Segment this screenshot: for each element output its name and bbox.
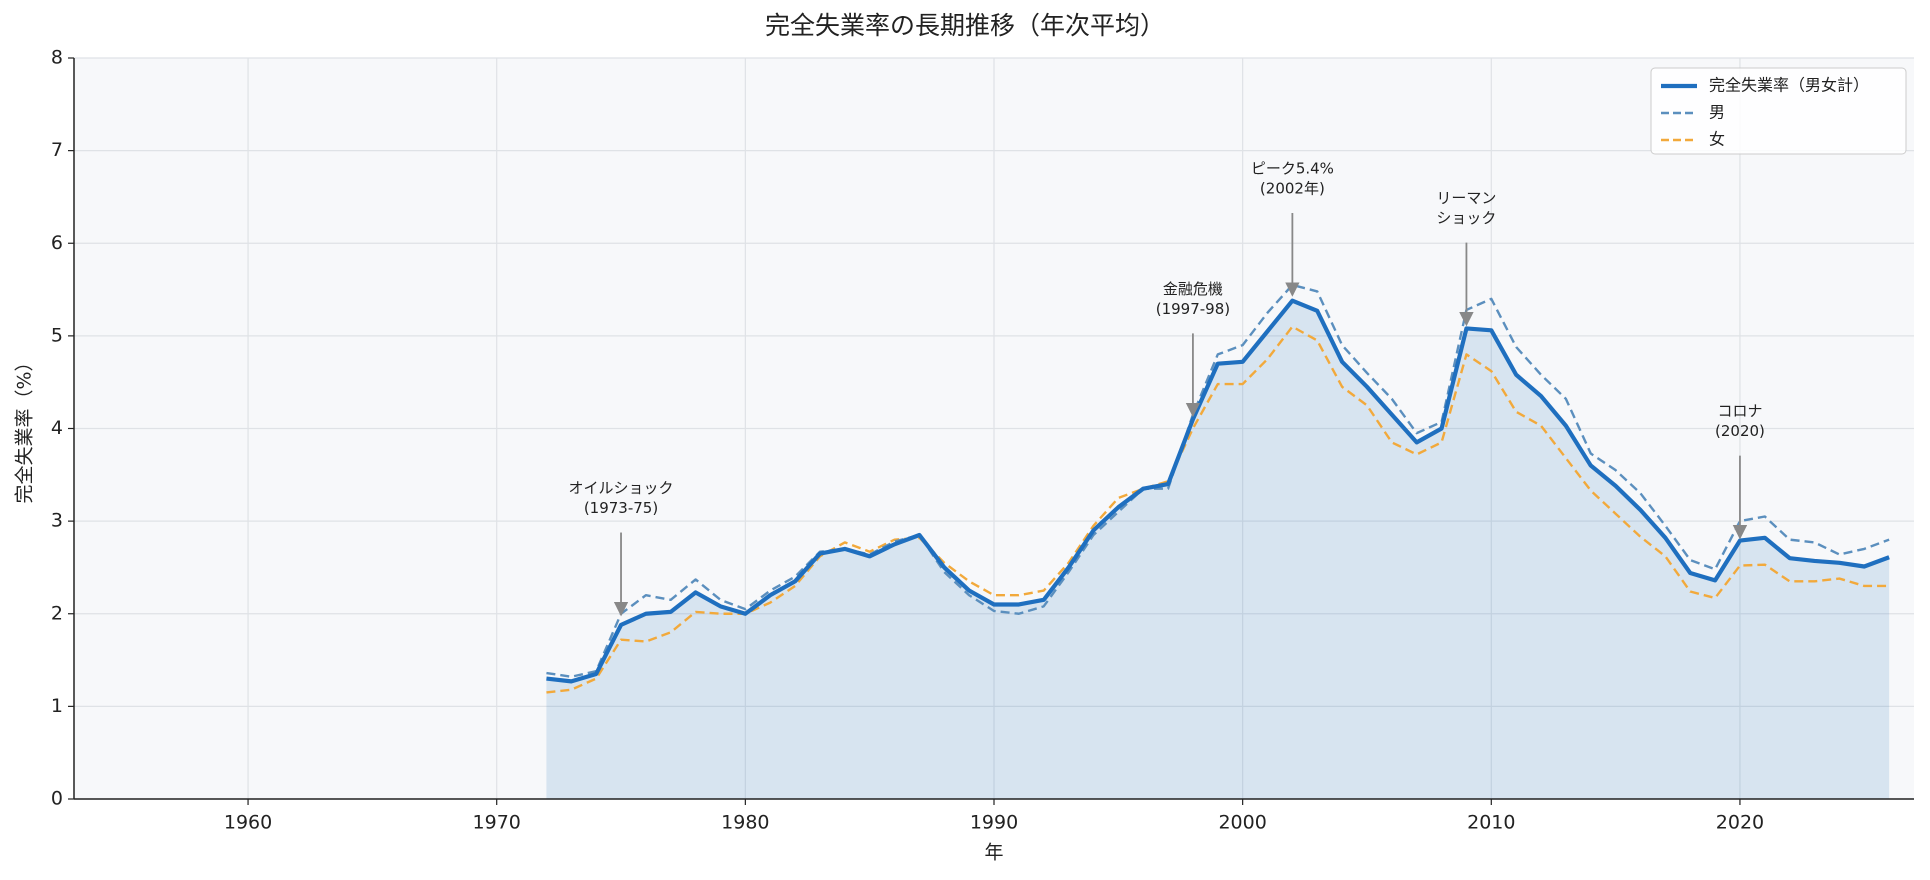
chart-title: 完全失業率の長期推移（年次平均） <box>765 11 1165 40</box>
annotation-text: (1973-75) <box>584 499 658 517</box>
y-tick-label: 3 <box>51 510 63 532</box>
x-tick-label: 1960 <box>224 812 272 834</box>
x-axis-label: 年 <box>984 842 1003 864</box>
y-tick-label: 6 <box>51 232 63 254</box>
y-tick-label: 7 <box>51 139 63 161</box>
annotation-text: (1997-98) <box>1156 300 1230 318</box>
annotation-text: ショック <box>1436 209 1496 227</box>
annotation-text: 金融危機 <box>1163 280 1223 298</box>
annotation-text: (2020) <box>1715 422 1765 440</box>
line <box>546 283 1890 678</box>
annotation-text: ピーク5.4% <box>1251 159 1334 177</box>
area <box>546 300 1890 799</box>
annotation-text: コロナ <box>1717 402 1762 420</box>
annotation-text: (2002年) <box>1260 179 1325 197</box>
line <box>546 325 1890 694</box>
legend-label: 女 <box>1709 130 1725 149</box>
x-tick-label: 1990 <box>970 812 1018 834</box>
legend-label: 男 <box>1709 103 1725 122</box>
legend-box <box>1650 67 1907 155</box>
y-tick-label: 5 <box>51 324 63 346</box>
x-tick-label: 1980 <box>721 812 769 834</box>
y-tick-label: 8 <box>51 47 63 69</box>
y-axis-label: 完全失業率（%） <box>14 352 36 503</box>
x-tick-label: 2020 <box>1716 812 1764 834</box>
annotation-text: リーマン <box>1436 189 1496 207</box>
annotation-text: オイルショック <box>569 479 674 497</box>
x-tick-label: 2010 <box>1467 812 1515 834</box>
legend-label: 完全失業率（男女計） <box>1709 76 1869 95</box>
x-tick-label: 1970 <box>473 812 521 834</box>
y-tick-label: 2 <box>51 602 63 624</box>
y-tick-label: 4 <box>51 417 63 439</box>
y-tick-label: 0 <box>51 788 63 810</box>
line <box>546 298 1890 684</box>
y-tick-label: 1 <box>51 695 63 717</box>
x-tick-label: 2000 <box>1218 812 1266 834</box>
